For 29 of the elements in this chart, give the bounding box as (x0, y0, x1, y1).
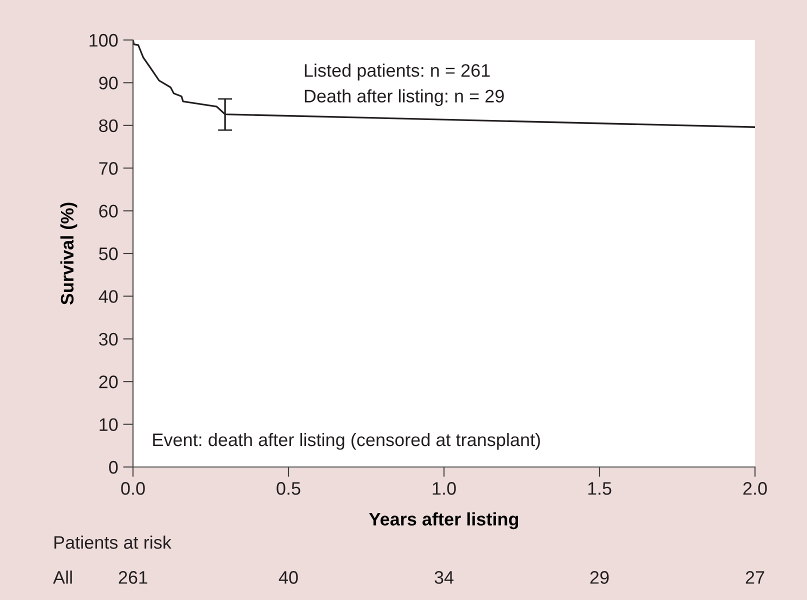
y-tick-label: 70 (99, 162, 118, 175)
y-tick-label: 40 (98, 290, 118, 303)
y-tick-label: 50 (99, 247, 118, 260)
y-tick-label: 20 (99, 376, 118, 388)
text: 34 (434, 571, 454, 584)
x-tick-label: 1.5 (588, 482, 612, 495)
x-tick-label: 1.0 (432, 482, 456, 495)
y-tick-label: 0 (109, 460, 118, 474)
annotation: Listed patients: n = 261 (304, 64, 490, 80)
annotation: Event: death after listing (censored at transplant) (153, 432, 540, 450)
text: 29 (590, 571, 609, 584)
y-axis-title: Survival (%) (60, 202, 78, 305)
y-tick-label: 80 (99, 119, 118, 132)
annotation: Death after listing: n = 29 (304, 89, 504, 106)
y-tick-label: 10 (100, 418, 118, 432)
line-series (133, 40, 755, 128)
x-tick-label: 0.5 (276, 482, 300, 495)
text: Patients at risk (54, 536, 172, 549)
y-tick-label: 60 (99, 204, 118, 218)
x-axis-title: Years after listing (369, 512, 518, 530)
y-tick-label: 90 (99, 76, 118, 90)
text: 261 (118, 571, 148, 584)
y-tick-label: 30 (99, 332, 118, 346)
x-tick-label: 0.0 (121, 482, 145, 495)
y-tick-label: 100 (90, 34, 118, 47)
text: 27 (746, 571, 764, 584)
text: All (53, 570, 72, 584)
x-tick-label: 2.0 (743, 482, 767, 495)
text: 40 (278, 571, 298, 584)
